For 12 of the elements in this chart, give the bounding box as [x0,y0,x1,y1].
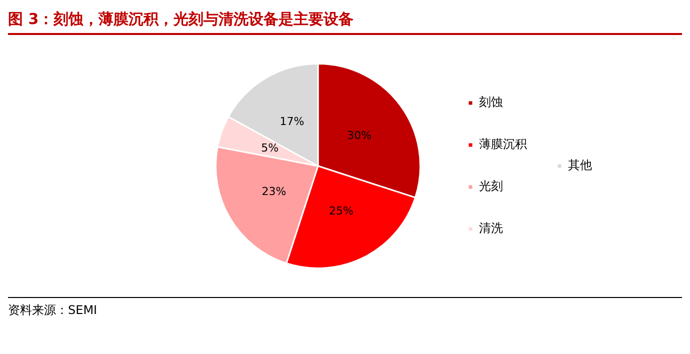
legend-label: 光刻 [479,179,503,194]
text: 资料来源：SEMI [8,302,98,319]
legend-label: 薄膜沉积 [479,137,527,152]
data-label: 23% [262,184,286,198]
legend-label: 其他 [568,158,592,172]
data-label: 17% [280,114,304,128]
legend-label: 刻蚀 [479,95,503,110]
data-label: 30% [347,128,372,142]
legend-label: 清洗 [479,221,503,236]
chart-title: 图 3：刻蚀，薄膜沉积，光刻与清洗设备是主要设备 [8,8,682,35]
data-label: 5% [261,142,279,155]
data-label: 25% [328,204,354,218]
